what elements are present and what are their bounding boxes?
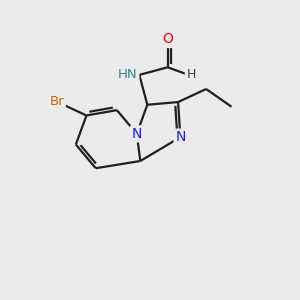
Text: HN: HN xyxy=(118,68,138,81)
Text: N: N xyxy=(132,127,142,141)
Text: O: O xyxy=(162,32,173,46)
Text: H: H xyxy=(186,68,196,81)
Text: N: N xyxy=(175,130,185,144)
Text: Br: Br xyxy=(50,95,64,108)
